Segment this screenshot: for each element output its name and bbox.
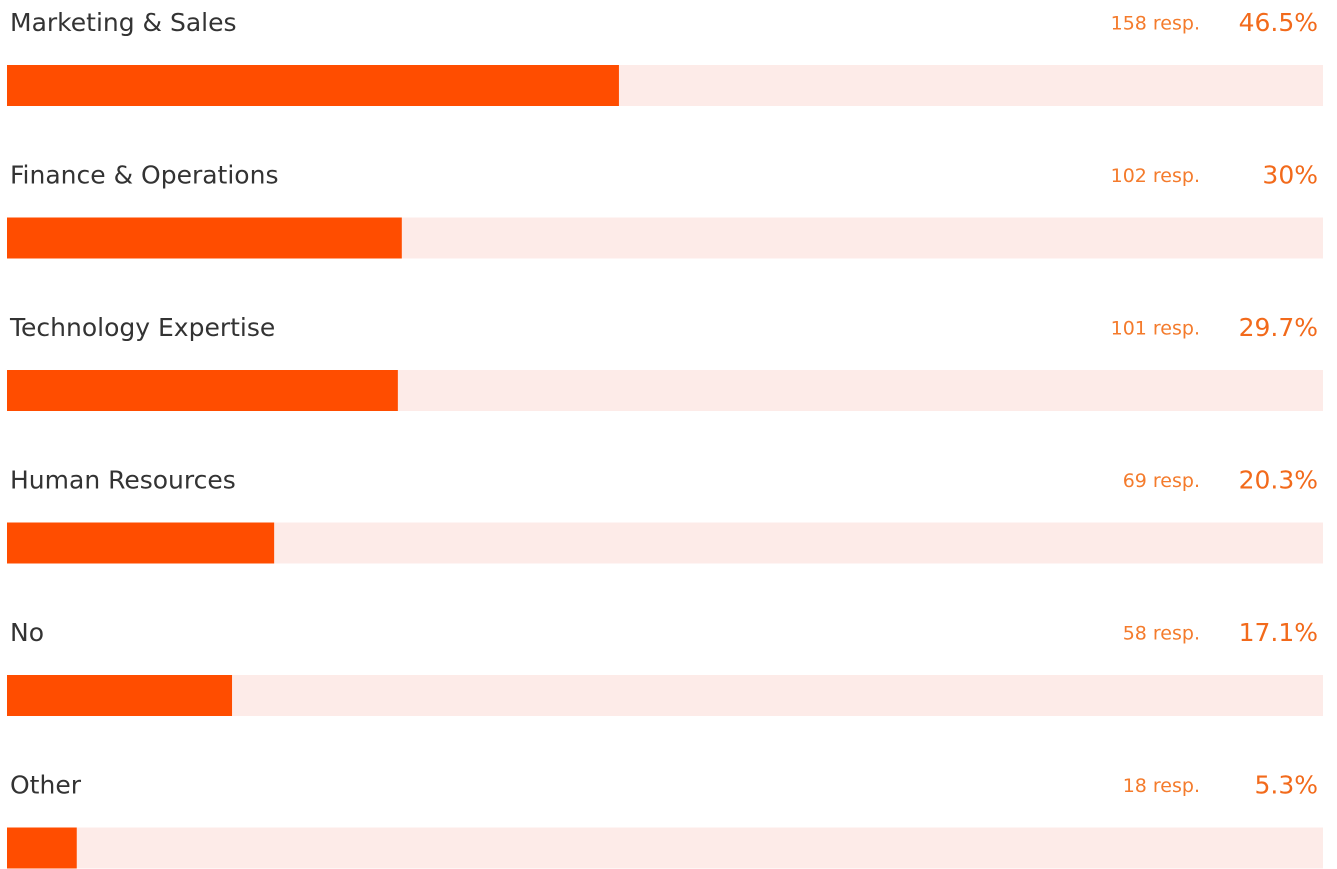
response-label: 69 resp. [1123,470,1200,492]
value-label: 20.3% [1239,466,1318,495]
value-label: 29.7% [1239,313,1318,342]
bar [7,217,402,259]
value-label: 17.1% [1239,618,1318,647]
value-label: 30% [1262,161,1318,190]
response-label: 58 resp. [1123,623,1200,645]
bar [7,522,275,564]
response-label: 18 resp. [1123,775,1200,797]
category-label: Technology Expertise [9,313,275,342]
category-label: Other [10,771,82,800]
bar-track [7,827,1323,869]
category-label: Human Resources [10,466,236,495]
bar [7,675,233,716]
category-label: Finance & Operations [10,161,278,190]
category-label: Marketing & Sales [10,8,237,37]
value-label: 46.5% [1239,8,1318,37]
bar [7,65,619,106]
category-label: No [10,618,44,647]
response-label: 102 resp. [1111,165,1200,187]
response-label: 101 resp. [1111,318,1200,340]
response-label: 158 resp. [1111,13,1200,35]
bar [7,370,398,411]
bar [7,827,77,869]
value-label: 5.3% [1254,771,1318,800]
